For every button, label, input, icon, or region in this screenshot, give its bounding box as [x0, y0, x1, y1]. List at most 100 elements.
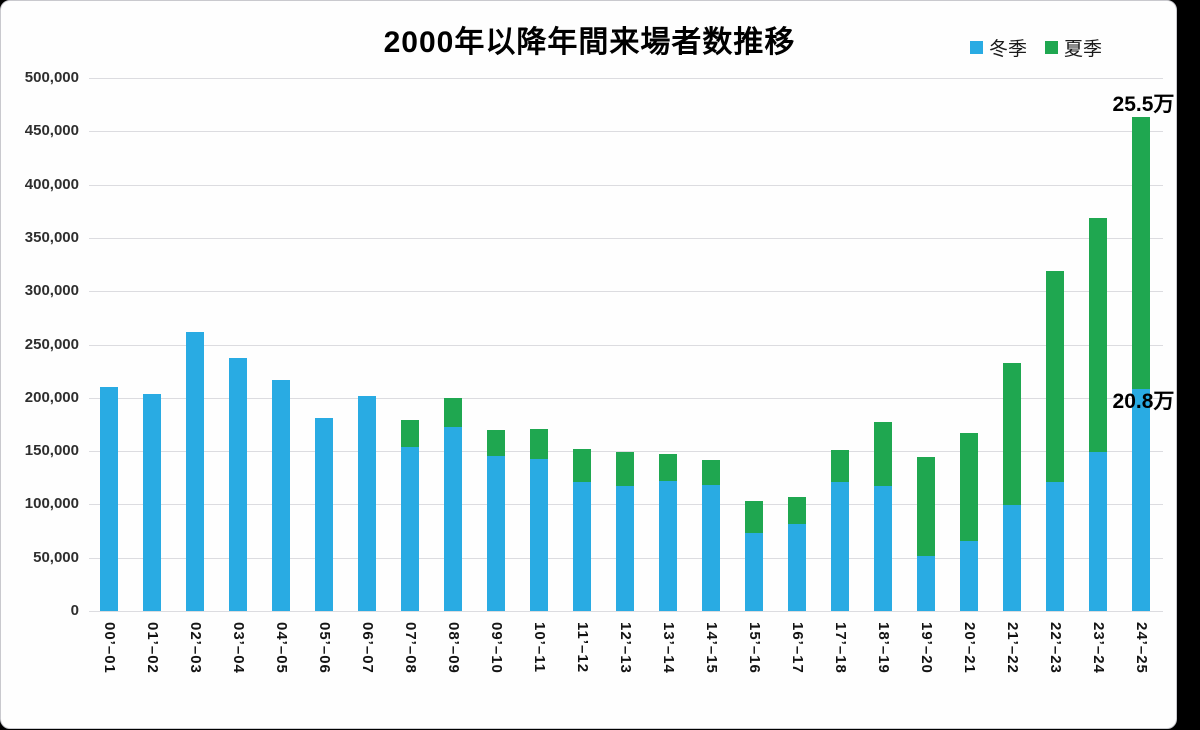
- bar-summer-segment: [615, 452, 634, 487]
- x-axis-tick-label: 08’–09: [444, 622, 462, 674]
- gridline: [89, 611, 1163, 612]
- bar-winter-segment: [788, 523, 807, 611]
- gridline: [89, 237, 1163, 239]
- plot-area: 0 50,000 100,000 150,000 200,000 250,000 300,0…: [1, 1, 1176, 728]
- y-axis-tick-label: 500,000: [24, 69, 79, 86]
- x-axis-tick-label: 07’–08: [401, 622, 419, 674]
- bar-winter-segment: [99, 387, 118, 611]
- bar-winter-segment: [228, 358, 247, 611]
- bar-summer-segment: [529, 428, 548, 459]
- bar-summer-segment: [788, 496, 807, 524]
- bar-summer-segment: [874, 422, 893, 487]
- chart-title: 2000年以降年間来場者数推移: [383, 26, 796, 59]
- bar-summer-segment: [917, 457, 936, 556]
- bar-summer-segment: [960, 432, 979, 541]
- bar-winter-segment: [960, 540, 979, 611]
- bar-summer-segment: [1046, 270, 1065, 482]
- bar-winter-segment: [745, 533, 764, 611]
- gridline: [89, 344, 1163, 346]
- bar-summer-segment: [1003, 362, 1022, 506]
- x-axis-tick-label: 14’–15: [703, 622, 721, 674]
- bar-summer-segment: [1132, 117, 1151, 390]
- y-axis-tick-label: 200,000: [24, 388, 79, 406]
- bar-summer-segment: [400, 420, 419, 447]
- x-axis-tick-label: 09’–10: [487, 622, 505, 674]
- x-axis-tick-label: 20’–21: [961, 622, 979, 674]
- legend: 冬季 夏季: [969, 34, 1102, 61]
- x-axis-tick-label: 21’–22: [1004, 622, 1022, 674]
- y-axis-tick-label: 450,000: [24, 122, 79, 140]
- bar-winter-segment: [1132, 389, 1151, 611]
- bar-summer-segment: [659, 454, 678, 481]
- bar-winter-segment: [1003, 505, 1022, 611]
- bar-winter-segment: [917, 555, 936, 611]
- bar-winter-segment: [185, 331, 204, 611]
- bar-summer-segment: [702, 459, 721, 486]
- bar-winter-segment: [1046, 482, 1065, 611]
- x-axis-tick-label: 12’–13: [616, 622, 634, 674]
- bar-summer-segment: [486, 429, 505, 457]
- bar-summer-segment: [745, 501, 764, 534]
- x-axis-tick-label: 15’–16: [746, 622, 764, 674]
- gridline: [89, 291, 1163, 293]
- bar-summer-segment: [443, 397, 462, 427]
- annotation-winter-value: 20.8万: [1112, 390, 1175, 414]
- x-axis-tick-label: 00’–01: [100, 622, 118, 674]
- gridline: [89, 184, 1163, 186]
- annotation-summer-value: 25.5万: [1112, 93, 1175, 117]
- y-axis-tick-label: 150,000: [24, 442, 79, 460]
- bar-winter-segment: [615, 486, 634, 611]
- x-axis-tick-label: 02’–03: [186, 622, 204, 674]
- y-axis-tick-label: 50,000: [33, 548, 79, 566]
- bar-winter-segment: [874, 486, 893, 611]
- x-axis-tick-label: 05’–06: [315, 622, 333, 674]
- x-axis-tick-label: 10’–11: [530, 622, 548, 674]
- x-axis-tick-label: 03’–04: [229, 622, 247, 674]
- bar-winter-segment: [357, 395, 376, 611]
- bar-winter-segment: [831, 482, 850, 611]
- y-axis-tick-label: 0: [70, 602, 79, 619]
- y-axis-tick-label: 100,000: [24, 495, 79, 513]
- legend-item-summer: 夏季: [1044, 34, 1102, 61]
- x-axis-tick-label: 13’–14: [660, 622, 678, 674]
- winter-legend-label: 冬季: [988, 39, 1027, 60]
- legend-item-winter: 冬季: [969, 34, 1027, 61]
- y-axis-tick-label: 300,000: [24, 282, 79, 300]
- bar-winter-segment: [314, 418, 333, 611]
- gridline: [89, 78, 1163, 79]
- x-axis-tick-label: 01’–02: [143, 622, 161, 674]
- bar-winter-segment: [486, 456, 505, 611]
- y-axis-tick-label: 400,000: [24, 175, 79, 193]
- chart-panel: 2000年以降年間来場者数推移 冬季 夏季 0 50,000 100,000 150,…: [0, 0, 1177, 729]
- bar-winter-segment: [1089, 452, 1108, 611]
- x-axis-tick-label: 06’–07: [358, 622, 376, 674]
- x-axis-tick-label: 18’–19: [875, 622, 893, 674]
- bar-summer-segment: [572, 448, 591, 482]
- bar-winter-segment: [142, 393, 161, 611]
- summer-swatch-icon: [1044, 41, 1058, 54]
- y-axis-tick-label: 350,000: [24, 228, 79, 246]
- bar-summer-segment: [1089, 217, 1108, 453]
- x-axis-tick-label: 16’–17: [789, 622, 807, 674]
- bar-winter-segment: [702, 485, 721, 611]
- summer-legend-label: 夏季: [1063, 39, 1102, 60]
- x-axis-tick-label: 04’–05: [272, 622, 290, 674]
- x-axis-tick-label: 22’–23: [1047, 622, 1065, 674]
- x-axis-tick-label: 24’–25: [1133, 622, 1151, 674]
- gridline: [89, 451, 1163, 453]
- bar-winter-segment: [572, 482, 591, 611]
- bar-winter-segment: [443, 426, 462, 611]
- bar-summer-segment: [831, 450, 850, 482]
- bar-winter-segment: [271, 379, 290, 611]
- x-axis-tick-label: 11’–12: [573, 622, 591, 674]
- x-axis-tick-label: 19’–20: [918, 622, 936, 674]
- y-axis-tick-label: 250,000: [24, 335, 79, 353]
- gridline: [89, 131, 1163, 133]
- winter-swatch-icon: [969, 41, 983, 54]
- x-axis-tick-label: 23’–24: [1090, 622, 1108, 674]
- bar-winter-segment: [659, 480, 678, 611]
- gridline: [89, 397, 1163, 399]
- bar-winter-segment: [529, 458, 548, 611]
- x-axis-tick-label: 17’–18: [832, 622, 850, 674]
- bar-winter-segment: [400, 446, 419, 611]
